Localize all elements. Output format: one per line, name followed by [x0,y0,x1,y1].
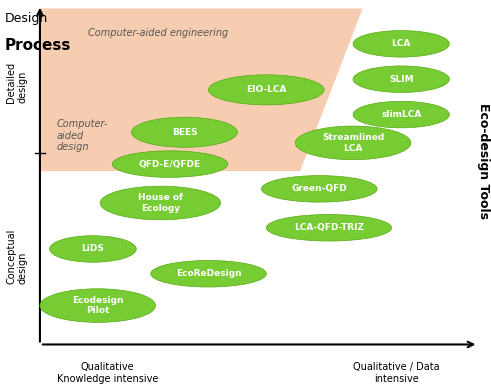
Text: SLIM: SLIM [389,75,413,84]
Text: LCA-QFD-TRIZ: LCA-QFD-TRIZ [294,223,364,232]
Ellipse shape [40,289,156,323]
Text: Qualitative
Knowledge intensive: Qualitative Knowledge intensive [56,362,158,384]
Ellipse shape [100,186,220,220]
Ellipse shape [209,75,324,105]
Ellipse shape [262,175,377,202]
Text: Qualitative / Data
intensive: Qualitative / Data intensive [353,362,440,384]
Text: Ecodesign
Pilot: Ecodesign Pilot [72,296,123,315]
Text: Design: Design [5,12,48,25]
Text: EIO-LCA: EIO-LCA [246,85,287,94]
Text: House of
Ecology: House of Ecology [138,193,183,213]
Ellipse shape [112,151,228,177]
Ellipse shape [295,126,411,160]
Text: Conceptual
design: Conceptual design [6,228,28,284]
Ellipse shape [353,31,449,57]
Text: LiDS: LiDS [82,245,105,253]
Text: Detailed
design: Detailed design [6,62,28,103]
Ellipse shape [353,101,449,128]
Text: Computer-
aided
design: Computer- aided design [57,119,109,152]
Ellipse shape [151,260,266,287]
Text: Streamlined
LCA: Streamlined LCA [322,133,384,152]
Text: Computer-aided engineering: Computer-aided engineering [88,28,228,38]
Text: EcoReDesign: EcoReDesign [176,269,242,278]
Text: LCA: LCA [391,39,411,48]
Ellipse shape [266,215,392,241]
Text: Green-QFD: Green-QFD [292,184,347,194]
Text: BEES: BEES [172,128,197,137]
Text: QFD-E/QFDE: QFD-E/QFDE [139,160,201,169]
Ellipse shape [353,66,449,93]
Ellipse shape [132,117,238,147]
Text: slimLCA: slimLCA [381,110,421,119]
Text: Process: Process [5,38,71,53]
Ellipse shape [50,236,136,262]
Text: Eco-design Tools: Eco-design Tools [477,103,490,218]
Polygon shape [40,8,363,171]
